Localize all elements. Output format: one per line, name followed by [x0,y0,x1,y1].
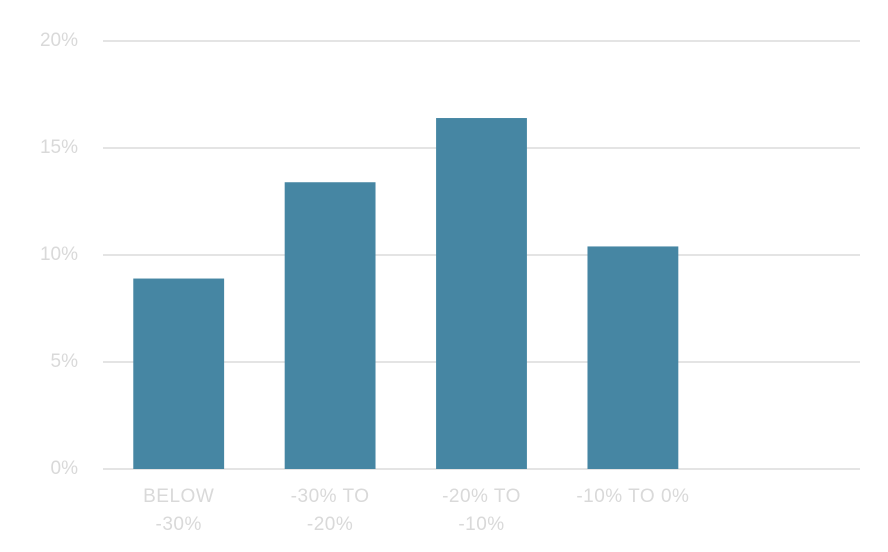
bar [284,182,376,470]
x-tick-label: -30% TO -20% [290,486,370,535]
y-tick-label: 20% [40,30,78,51]
y-tick-label: 5% [51,351,79,372]
x-tick-label: BELOW -30% [143,486,215,535]
y-tick-label: 10% [40,244,78,265]
bar [133,278,225,469]
y-tick-label: 0% [51,458,79,479]
bar [587,246,679,469]
x-tick-label: -20% TO -10% [442,486,521,535]
x-tick-label: -10% TO 0% [576,486,690,507]
y-tick-label: 15% [40,137,78,158]
bar [436,118,527,469]
